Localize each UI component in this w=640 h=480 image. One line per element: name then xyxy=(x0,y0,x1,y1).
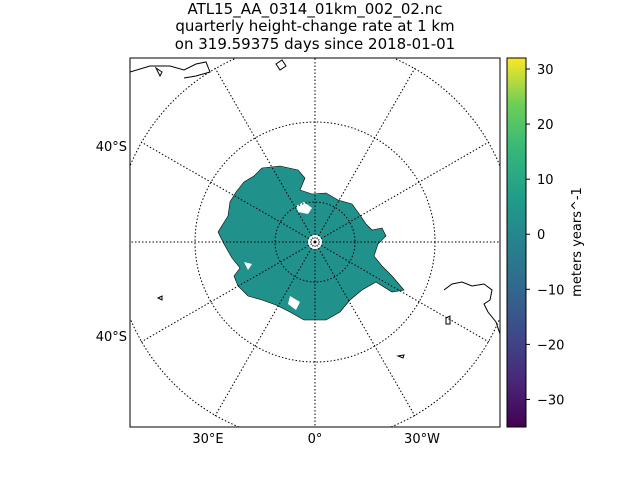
map-area xyxy=(110,40,520,442)
title-line-2: quarterly height-change rate at 1 km xyxy=(175,17,454,35)
lat-label-lower: 40°S xyxy=(96,330,127,345)
colorbar-label: meters years^-1 xyxy=(570,187,585,297)
colorbar-tick-label: 20 xyxy=(537,118,554,133)
colorbar-tick-label: 10 xyxy=(537,173,554,188)
lon-label-30w: 30°W xyxy=(404,432,440,447)
colorbar-tick-label: −30 xyxy=(537,393,564,408)
colorbar-ticks: 30 20 10 0 −10 −20 −30 xyxy=(526,63,564,408)
colorbar-tick-label: −20 xyxy=(537,338,564,353)
colorbar xyxy=(507,58,526,427)
colorbar-tick-label: 0 xyxy=(537,228,545,243)
colorbar-tick-label: 30 xyxy=(537,63,554,78)
lon-label-30e: 30°E xyxy=(192,432,223,447)
title-line-3: on 319.59375 days since 2018-01-01 xyxy=(175,35,455,53)
colorbar-tick-label: −10 xyxy=(537,283,564,298)
lat-label-upper: 40°S xyxy=(96,140,127,155)
lon-label-0: 0° xyxy=(308,432,323,447)
